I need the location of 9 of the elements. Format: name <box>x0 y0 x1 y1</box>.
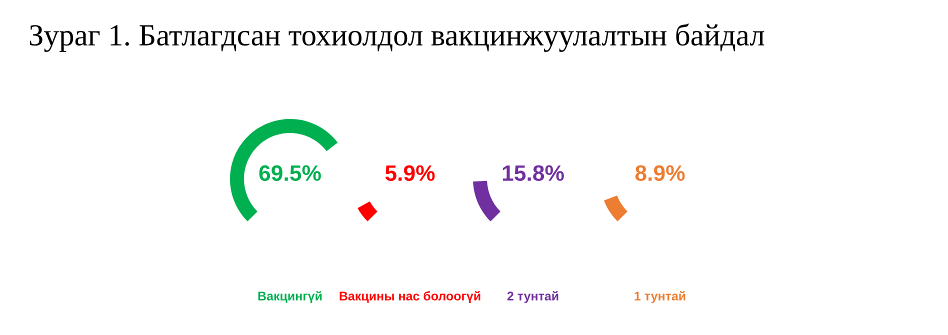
data-label: 69.5% <box>259 165 321 181</box>
category-label: 2 тунтай <box>507 291 558 303</box>
data-label: 8.9% <box>635 165 685 181</box>
category-label: Вакцины нас болоогүй <box>340 291 480 303</box>
text: Зураг 1. Батлагдсан тохиолдол вакцинжуулалтын байдал <box>30 23 764 52</box>
category-label: 1 тунтай <box>634 291 686 303</box>
data-label: 15.8% <box>502 165 564 181</box>
category-label: Вакцингүй <box>258 291 322 303</box>
data-label: 5.9% <box>385 165 435 181</box>
